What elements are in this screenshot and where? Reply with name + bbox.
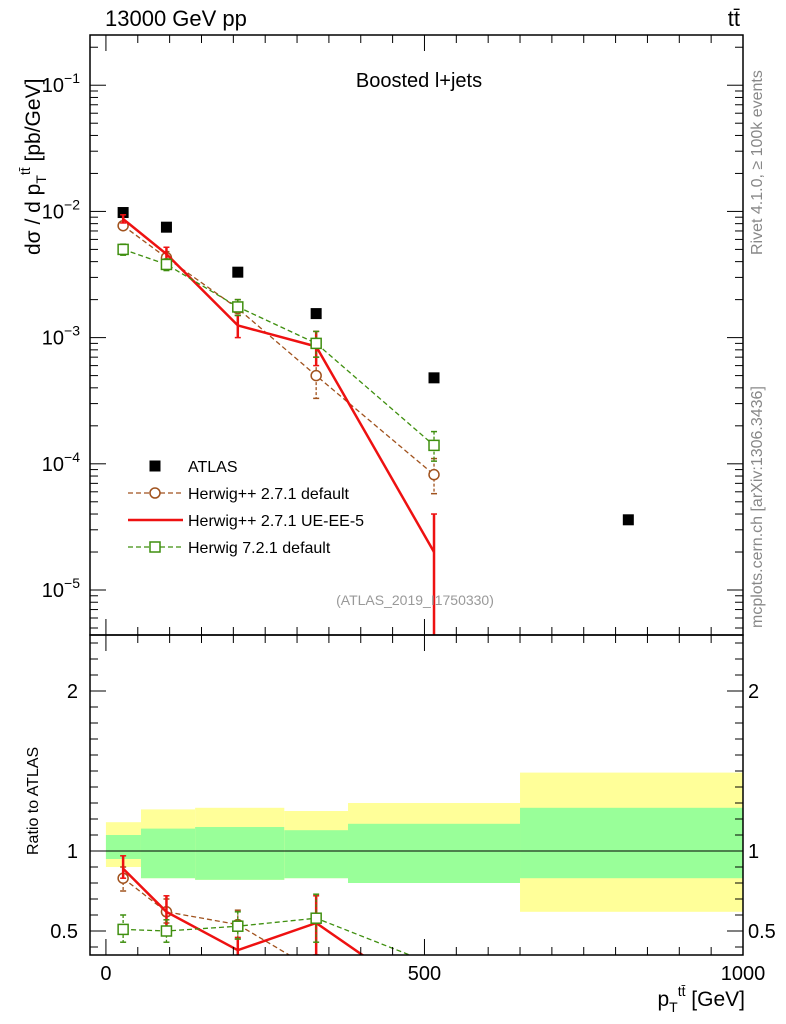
- atlas-data-point: [622, 514, 634, 526]
- series-line: [122, 248, 435, 446]
- legend-marker-data: [149, 460, 161, 472]
- rivet-version-label: Rivet 4.1.0, ≥ 100k events: [749, 70, 766, 255]
- source-label: mcplots.cern.ch [arXiv:1306.3436]: [749, 386, 766, 628]
- ratio-y-tick-label-right: 0.5: [748, 921, 776, 943]
- process-label: tt̄: [728, 6, 740, 31]
- legend: ATLAS Herwig++ 2.7.1 default Herwig++ 2.7.…: [128, 459, 364, 557]
- main-series-layer: [117, 207, 634, 635]
- y-tick-label: 10−2: [42, 196, 80, 223]
- ratio-series-layer: [117, 855, 412, 955]
- x-axis-label: pTtt̄ [GeV]: [657, 983, 745, 1015]
- series-line: [122, 877, 291, 955]
- legend-marker-circle: [149, 487, 161, 499]
- ratio-y-tick-label-right: 1: [748, 841, 759, 863]
- ratio-y-tick-label: 1: [67, 841, 78, 863]
- uncertainty-band-inner: [105, 835, 141, 859]
- axes-frame: [89, 634, 744, 956]
- series-marker-square: [428, 439, 440, 452]
- x-tick-label: 500: [408, 963, 441, 985]
- atlas-data-point: [232, 266, 244, 278]
- series-marker-square: [232, 301, 244, 313]
- atlas-data-point: [428, 372, 440, 384]
- series-marker-square: [117, 923, 129, 936]
- main-axes: 10−1 10−2 10−3 10−4 10−5: [42, 34, 744, 636]
- atlas-data-point: [310, 308, 322, 320]
- collision-label: 13000 GeV pp: [105, 6, 247, 31]
- uncertainty-band-inner: [520, 807, 743, 879]
- ratio-y-tick-label: 2: [67, 681, 78, 703]
- series-marker-square: [117, 243, 129, 256]
- ratio-y-tick-label: 0.5: [50, 921, 78, 943]
- series-marker-square: [310, 337, 322, 350]
- x-tick-label: 0: [100, 963, 111, 985]
- series-marker-circle: [310, 369, 322, 382]
- atlas-data-point: [117, 207, 129, 219]
- series-marker-square: [310, 912, 322, 924]
- uncertainty-band-inner: [284, 830, 349, 879]
- x-tick-label: 1000: [721, 963, 766, 985]
- y-tick-label: 10−4: [42, 449, 80, 476]
- series-marker-square: [160, 258, 173, 271]
- ratio-y-axis-label: Ratio to ATLAS: [25, 747, 42, 855]
- legend-label: Herwig++ 2.7.1 default: [188, 486, 350, 503]
- ratio-axes: 0.5 0.5 1 1 2 2 0 500 1000: [50, 634, 776, 985]
- ratio-y-tick-label-right: 2: [748, 681, 759, 703]
- series-marker-square: [160, 925, 173, 937]
- uncertainty-band-inner: [348, 823, 521, 883]
- series-line: [122, 225, 435, 476]
- ratio-band-layer: [105, 772, 743, 912]
- atlas-data-point: [160, 221, 172, 233]
- legend-marker-square: [149, 541, 161, 553]
- plot-title: Boosted l+jets: [356, 70, 482, 92]
- y-tick-label: 10−3: [42, 323, 80, 350]
- legend-label: ATLAS: [188, 459, 238, 476]
- analysis-watermark: (ATLAS_2019_I1750330): [336, 592, 494, 608]
- series-marker-square: [232, 920, 244, 932]
- series-line: [123, 917, 412, 955]
- legend-label: Herwig++ 2.7.1 UE-EE-5: [188, 513, 364, 530]
- uncertainty-band-inner: [140, 828, 196, 879]
- uncertainty-band-inner: [195, 827, 285, 880]
- y-tick-label: 10−1: [42, 70, 80, 97]
- y-tick-label: 10−5: [42, 575, 80, 602]
- legend-label: Herwig 7.2.1 default: [188, 540, 331, 557]
- series-marker-circle: [428, 468, 440, 481]
- main-y-axis-label: dσ / d pTtt̄ [pb/GeV]: [17, 79, 49, 255]
